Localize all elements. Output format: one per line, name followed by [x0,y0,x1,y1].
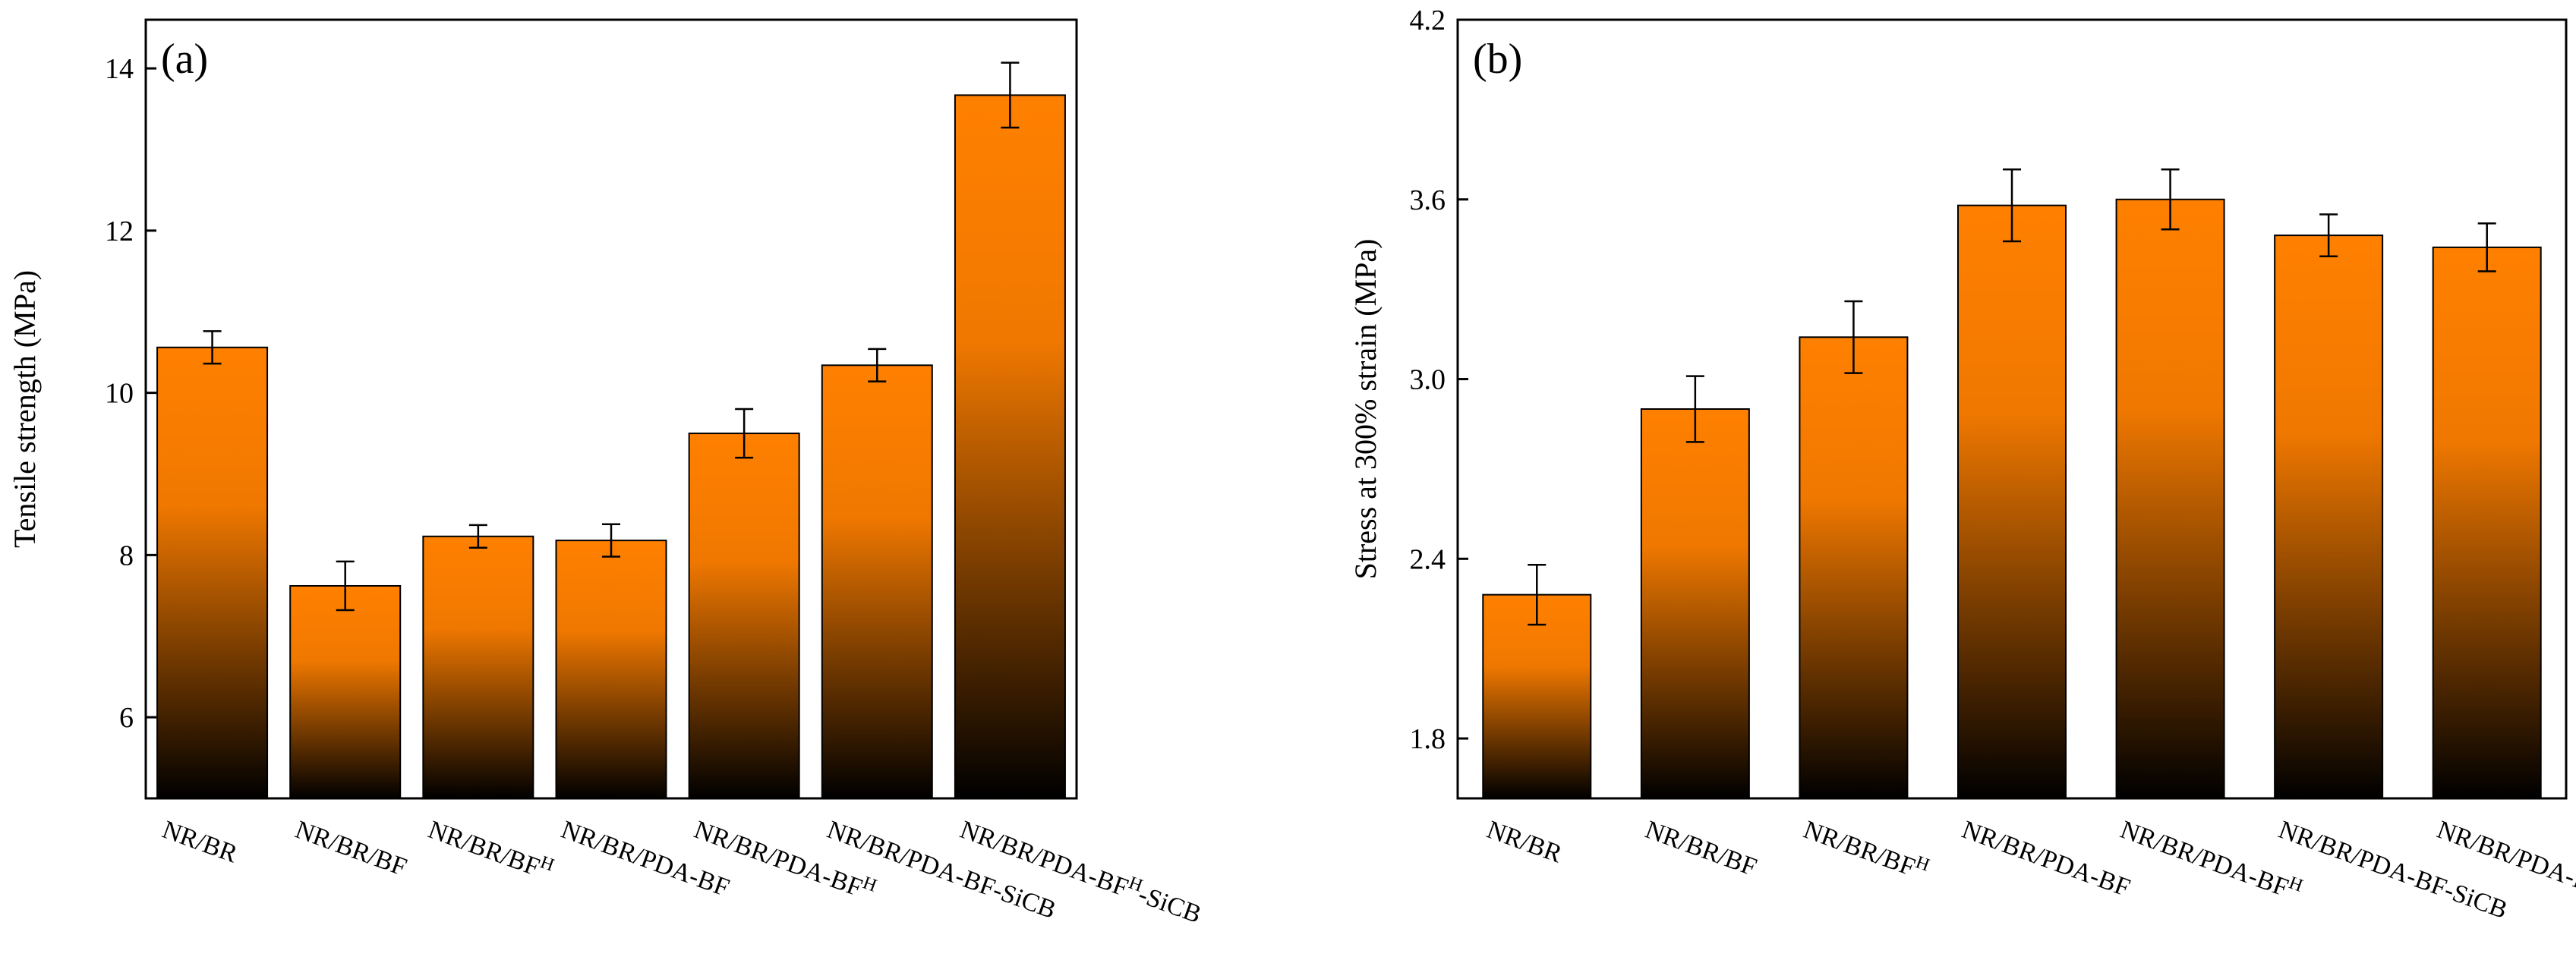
x-tick-label: NR/BR/BF [292,816,411,882]
bar [1799,336,1909,799]
y-tick-label: 3.0 [1410,364,1446,396]
bar [688,433,800,799]
panel-label: (b) [1473,36,1522,83]
bar [2274,234,2384,800]
y-tick-label: 4.2 [1410,5,1446,36]
y-tick-label: 8 [119,540,134,571]
bar [2432,246,2542,799]
x-tick-label: NR/BR/BF [1641,816,1761,882]
panel-b: 1.8 2.4 3.0 3.6 4.2 Stress at 300% strain (MP… [1348,5,2576,924]
x-tick-label: NR/BR/PDA-BFH-SiCB [957,813,1206,929]
y-axis-title: Tensile strength (MPa) [8,270,42,548]
y-tick-label: 3.6 [1410,184,1446,216]
bar [1957,204,2067,799]
x-tick-label: NR/BR/PDA-BF [1958,816,2133,902]
panel-a: 6 8 10 12 14 Tensile strength (MPa) (a) NR/BR NR… [8,18,1206,929]
y-tick-label: 1.8 [1410,723,1446,755]
y-tick-label: 2.4 [1410,543,1446,575]
bar [1640,408,1750,799]
bar [289,584,402,799]
y-tick-label: 12 [105,216,134,247]
x-tick-label: NR/BR/BFH [1800,813,1932,886]
y-tick-label: 10 [105,378,134,410]
x-tick-label: NR/BR/BFH [424,813,557,886]
x-tick-label: NR/BR/PDA-BFH [2117,813,2306,907]
x-tick-label: NR/BR [1483,816,1566,869]
bar [954,94,1066,800]
panel-label: (a) [161,36,208,83]
y-tick-label: 14 [105,53,134,85]
x-tick-label: NR/BR [159,816,241,869]
y-axis-title: Stress at 300% strain (MPa) [1348,239,1383,580]
bar [1482,593,1592,800]
bar [422,535,534,799]
x-tick-label: NR/BR/PDA-BF-SiCB [824,816,1060,924]
bar [821,364,933,800]
bar [2115,198,2225,799]
bar [156,346,269,799]
y-tick-label: 6 [119,702,134,734]
bar [555,540,667,799]
